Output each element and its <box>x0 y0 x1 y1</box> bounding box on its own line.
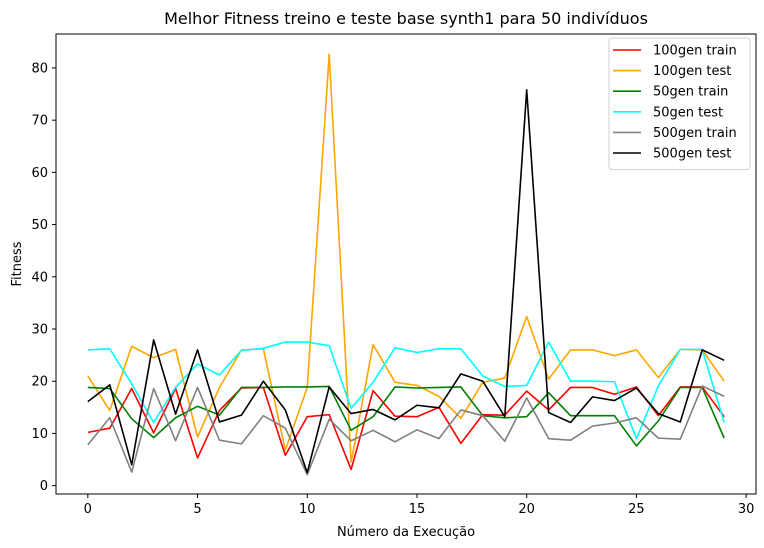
x-tick-label: 20 <box>518 502 535 517</box>
legend-frame <box>608 37 751 171</box>
legend-label: 500gen test <box>653 147 731 162</box>
y-tick-label: 60 <box>31 166 48 181</box>
legend-label: 50gen train <box>653 85 728 100</box>
legend-label: 500gen train <box>653 126 737 141</box>
y-tick-label: 40 <box>31 270 48 285</box>
y-tick-label: 50 <box>31 218 48 233</box>
series-line-100gen-test <box>87 53 725 463</box>
x-axis-title: Número da Execução <box>337 525 475 540</box>
y-tick-label: 0 <box>40 479 48 494</box>
x-tick-label: 15 <box>409 502 426 517</box>
series-line-500gen-train <box>87 385 725 476</box>
y-axis-title: Fitness <box>10 241 25 286</box>
legend-label: 100gen test <box>653 64 731 79</box>
series-lines <box>87 53 725 476</box>
legend-label: 100gen train <box>653 44 737 59</box>
series-line-500gen-test <box>87 89 725 474</box>
plot-frame <box>55 33 757 495</box>
chart-title: Melhor Fitness treino e teste base synth… <box>164 9 648 28</box>
series-line-50gen-test <box>87 341 725 440</box>
y-tick-label: 20 <box>31 375 48 390</box>
series-line-50gen-train <box>87 385 725 447</box>
legend-label: 50gen test <box>653 105 723 120</box>
x-tick-label: 0 <box>84 502 92 517</box>
x-tick-label: 10 <box>299 502 316 517</box>
x-tick-label: 25 <box>628 502 645 517</box>
x-tick-label: 5 <box>193 502 201 517</box>
y-tick-label: 80 <box>31 61 48 76</box>
y-tick-label: 10 <box>31 427 48 442</box>
y-tick-label: 30 <box>31 323 48 338</box>
legend: 100gen train 100gen test 50gen train 50gen … <box>608 37 751 171</box>
x-tick-label: 30 <box>738 502 755 517</box>
tick-group: 0 5 10 15 20 25 30 0 10 20 30 40 50 60 70 80 <box>31 61 754 517</box>
y-tick-label: 70 <box>31 114 48 129</box>
